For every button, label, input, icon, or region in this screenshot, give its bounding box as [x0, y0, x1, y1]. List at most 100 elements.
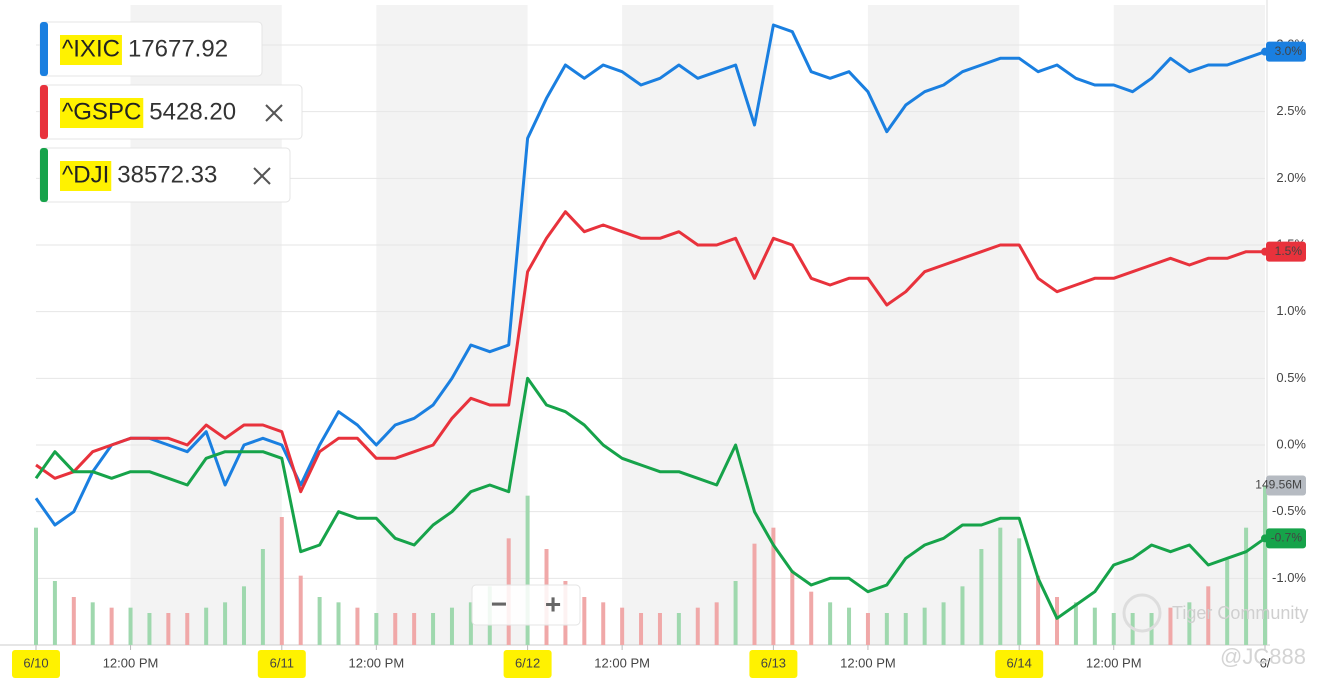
volume-bar	[90, 602, 95, 645]
symbol-highlight	[60, 35, 122, 65]
legend-entry[interactable]: ^IXIC 17677.92	[39, 21, 263, 77]
volume-bar	[960, 586, 965, 645]
volume-bar	[847, 607, 852, 645]
volume-bar	[979, 549, 984, 645]
volume-bar	[1017, 538, 1022, 645]
x-tick-label: 6/11	[270, 655, 294, 670]
volume-bar	[790, 570, 795, 645]
zoom-button[interactable]: +	[545, 588, 561, 619]
volume-bar	[166, 613, 171, 645]
volume-bar	[374, 613, 379, 645]
price-badge-label: -0.7%	[1271, 531, 1303, 545]
volume-bar	[1168, 607, 1173, 645]
volume-bar	[317, 597, 322, 645]
volume-bar	[941, 602, 946, 645]
volume-bar	[128, 607, 133, 645]
remove-icon	[253, 167, 271, 185]
series-line	[35, 210, 1265, 494]
series-line	[34, 376, 1266, 620]
volume-bar	[828, 602, 833, 645]
volume-bar	[468, 602, 473, 645]
volume-bar	[695, 607, 700, 645]
volume-bar	[639, 613, 644, 645]
volume-bar	[714, 602, 719, 645]
volume-bar	[185, 613, 190, 645]
session-band	[1113, 5, 1265, 645]
volume-bar	[657, 613, 662, 645]
volume-bar	[1036, 575, 1041, 645]
watermark: @JC888	[1220, 644, 1306, 669]
x-tick-label: 6/	[1260, 655, 1271, 670]
y-tick-label: 0.5%	[1276, 370, 1306, 385]
tick-highlight	[995, 650, 1044, 678]
session-band	[867, 5, 1020, 645]
volume-bar	[241, 586, 246, 645]
zoom-button[interactable]: −	[491, 588, 507, 619]
volume-bar	[204, 607, 209, 645]
volume-bar	[393, 613, 398, 645]
remove-button[interactable]	[253, 167, 271, 185]
price-badge	[1266, 41, 1306, 62]
volume-bar	[412, 613, 417, 645]
volume-bar	[865, 613, 870, 645]
volume-bar	[525, 495, 530, 645]
x-tick-label: 6/10	[23, 655, 48, 670]
remove-button[interactable]	[265, 104, 283, 122]
legend-price: 17677.92	[128, 35, 228, 62]
legend-swatch	[40, 22, 48, 76]
volume-bar	[34, 527, 38, 645]
volume-bar	[922, 607, 927, 645]
volume-bar	[52, 581, 57, 645]
volume-bar	[71, 597, 76, 645]
x-tick-label: 12:00 PM	[1086, 655, 1142, 670]
volume-bar	[147, 613, 152, 645]
volume-bar	[1225, 559, 1230, 645]
volume-bar	[336, 602, 341, 645]
y-tick-label: 0.0%	[1276, 436, 1306, 451]
volume-bar	[771, 527, 776, 645]
tick-highlight	[749, 650, 798, 678]
price-badge-label: 1.5%	[1275, 244, 1303, 258]
legend-entry[interactable]: ^DJI 38572.33	[39, 147, 291, 203]
volume-bar	[884, 613, 889, 645]
x-tick-label: 6/13	[761, 655, 786, 670]
y-tick-label: -0.5%	[1272, 503, 1306, 518]
volume-bar	[449, 607, 454, 645]
x-tick-label: 6/14	[1007, 655, 1032, 670]
zoom-panel	[471, 584, 581, 626]
legend-symbol: ^GSPC	[62, 98, 141, 125]
price-badge-label: 3.0%	[1275, 44, 1303, 58]
legend-entry[interactable]: ^GSPC 5428.20	[39, 84, 303, 140]
watermark: Tiger Community	[1172, 603, 1308, 623]
legend-swatch	[40, 148, 48, 202]
volume-bar	[998, 527, 1003, 645]
legend-symbol: ^IXIC	[62, 35, 120, 62]
volume-bar	[1092, 607, 1097, 645]
volume-bar	[1055, 597, 1060, 645]
volume-bar	[279, 517, 284, 645]
session-band	[622, 5, 774, 645]
price-badge	[1266, 241, 1306, 262]
legend-price: 5428.20	[149, 98, 236, 125]
x-tick-label: 12:00 PM	[103, 655, 159, 670]
legend-swatch	[40, 85, 48, 139]
volume-bar	[355, 607, 360, 645]
remove-icon	[265, 104, 283, 122]
x-tick-label: 12:00 PM	[840, 655, 896, 670]
x-tick-label: 12:00 PM	[594, 655, 650, 670]
volume-bar	[1244, 527, 1249, 645]
tick-highlight	[257, 650, 306, 678]
volume-badge-label: 149.56M	[1255, 478, 1302, 492]
y-tick-label: 2.5%	[1276, 103, 1306, 118]
volume-bar	[260, 549, 265, 645]
legend-price: 38572.33	[117, 161, 217, 188]
y-tick-label: 2.0%	[1276, 170, 1306, 185]
volume-bar	[620, 607, 625, 645]
tick-highlight	[12, 650, 60, 678]
volume-bar	[109, 607, 114, 645]
x-tick-label: 12:00 PM	[349, 655, 405, 670]
volume-bar	[676, 613, 681, 645]
volume-bar	[733, 581, 738, 645]
volume-badge	[1266, 475, 1306, 496]
